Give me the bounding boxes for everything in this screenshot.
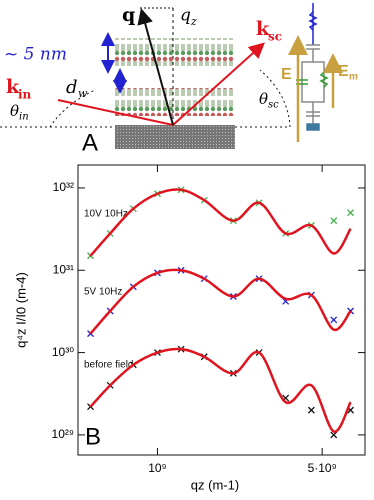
q-label: q bbox=[122, 4, 135, 26]
theta-sc-sub: sc bbox=[268, 100, 279, 111]
dw-label: d bbox=[66, 77, 78, 98]
fit-curve bbox=[89, 268, 352, 335]
x-tick-label: 10⁹ bbox=[148, 461, 167, 475]
resistor bbox=[319, 71, 329, 88]
fit-curve bbox=[89, 188, 352, 257]
series-label: 5V 10Hz bbox=[84, 286, 122, 297]
circuit bbox=[288, 3, 343, 142]
data-point bbox=[307, 406, 315, 414]
y-tick-label: 10³¹ bbox=[53, 262, 74, 276]
fit-curve bbox=[89, 347, 352, 433]
y-tick-label: 10³⁰ bbox=[52, 345, 74, 359]
theta-in-sub: in bbox=[19, 112, 29, 123]
y-tick-label: 10²⁹ bbox=[52, 427, 74, 441]
theta-in-label: θ bbox=[10, 102, 19, 120]
data-point bbox=[330, 217, 338, 225]
y-axis-label: q⁴z I/I0 (m-4) bbox=[13, 272, 28, 348]
panel-label: A bbox=[82, 129, 98, 156]
Em-label: E bbox=[338, 63, 349, 80]
bilayer bbox=[115, 38, 235, 66]
series-label: before field bbox=[84, 359, 133, 370]
E-label: E bbox=[281, 66, 292, 83]
bilayer bbox=[115, 88, 235, 116]
data-point bbox=[330, 316, 338, 324]
scattered-beam bbox=[172, 42, 265, 126]
data-point bbox=[347, 209, 355, 217]
ksc-sub: sc bbox=[268, 30, 282, 44]
data-point bbox=[330, 431, 338, 439]
plot-frame bbox=[77, 164, 366, 456]
Em-sub: m bbox=[349, 72, 358, 83]
q-vector bbox=[137, 8, 174, 126]
qz-label: q bbox=[180, 6, 191, 26]
incident-beam bbox=[57, 99, 174, 126]
kin-sub: in bbox=[18, 88, 32, 102]
substrate bbox=[115, 125, 235, 149]
angle-arc bbox=[259, 69, 291, 128]
thickness-label: ~ 5 nm bbox=[4, 45, 67, 65]
electrode bbox=[306, 123, 320, 131]
ksc-label: k bbox=[256, 18, 270, 40]
y-tick-label: 10³² bbox=[53, 180, 74, 194]
resistor bbox=[308, 11, 318, 31]
x-tick-label: 5·10⁹ bbox=[308, 461, 337, 475]
qz-sub: z bbox=[190, 15, 197, 28]
x-axis-label: qz (m-1) bbox=[191, 477, 239, 492]
kin-label: k bbox=[6, 76, 20, 98]
schematic: q q z k sc ~ 5 nm k in d w θ in θ sc A bbox=[0, 3, 358, 156]
series-label: 10V 10Hz bbox=[84, 208, 128, 219]
wire-loop bbox=[301, 61, 325, 103]
panel-label: B bbox=[85, 423, 101, 450]
dw-sub: w bbox=[78, 87, 88, 100]
theta-sc-label: θ bbox=[259, 90, 268, 108]
